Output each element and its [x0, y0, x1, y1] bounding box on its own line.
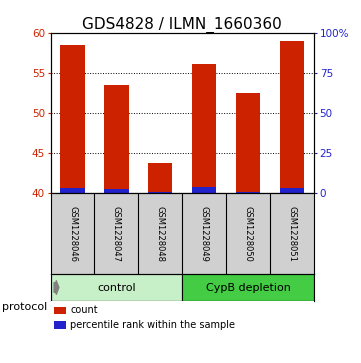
Title: GDS4828 / ILMN_1660360: GDS4828 / ILMN_1660360 [82, 16, 282, 33]
Text: GSM1228049: GSM1228049 [200, 205, 209, 261]
Bar [236, 192, 260, 193]
Text: GSM1228051: GSM1228051 [288, 205, 297, 261]
Bar [51, 274, 182, 301]
Bar [280, 41, 304, 193]
Text: GSM1228048: GSM1228048 [156, 205, 165, 261]
Text: GSM1228047: GSM1228047 [112, 205, 121, 261]
Bar [55, 321, 66, 329]
Text: protocol: protocol [2, 302, 47, 312]
Text: CypB depletion: CypB depletion [206, 282, 291, 293]
Bar [192, 64, 216, 193]
Text: GSM1228046: GSM1228046 [68, 205, 77, 261]
Bar [182, 274, 314, 301]
Text: control: control [97, 282, 136, 293]
Text: percentile rank within the sample: percentile rank within the sample [70, 320, 235, 330]
Bar [104, 85, 129, 193]
Text: count: count [70, 305, 98, 315]
Bar [55, 307, 66, 314]
Bar [236, 93, 260, 193]
Bar [60, 45, 84, 193]
Bar [148, 192, 173, 193]
Bar [280, 188, 304, 193]
Bar [60, 188, 84, 193]
Bar [148, 163, 173, 193]
Bar [104, 188, 129, 193]
Bar [192, 187, 216, 193]
Text: GSM1228050: GSM1228050 [244, 205, 253, 261]
FancyArrow shape [54, 281, 59, 294]
